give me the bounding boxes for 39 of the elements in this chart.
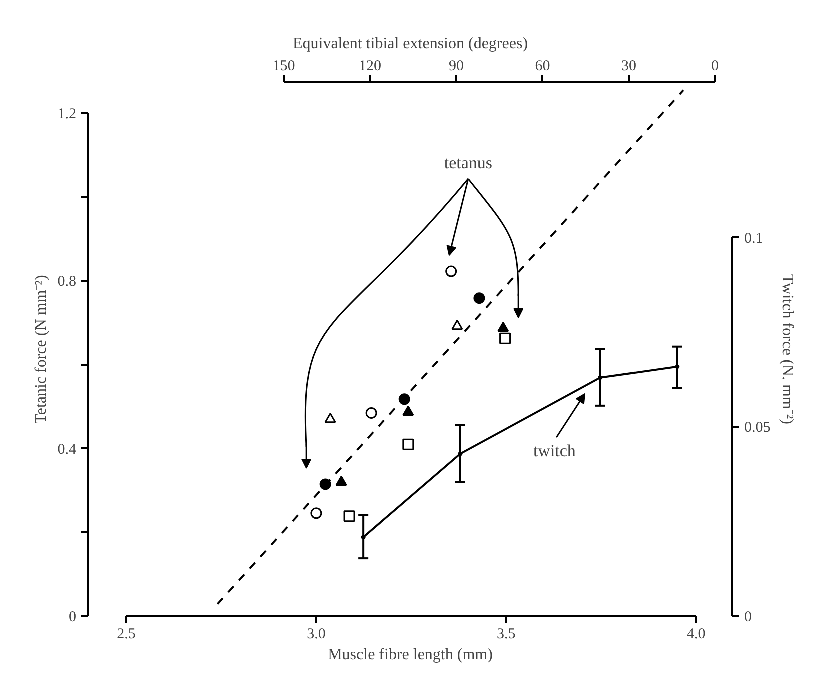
point [336,476,348,486]
x2-tick-label: 90 [449,58,464,74]
x-axis-title: Muscle fibre length (mm) [328,646,493,664]
point [498,322,510,332]
point [361,535,366,540]
point [402,438,414,450]
y-tick-label: 1.2 [58,106,76,123]
x2-axis-title: Equivalent tibial extension (degrees) [292,36,528,52]
point [324,412,336,424]
point [675,364,680,370]
point [458,452,463,456]
x2-tick-label: 150 [272,58,296,74]
point [344,510,356,522]
x-tick-label: 2.5 [117,626,136,642]
point [452,320,464,330]
point [474,292,486,304]
annotation: tetanus [444,154,493,173]
y-axis-title: Tetanic force (N mm⁻²) [32,275,50,424]
y-tick-label: 0.4 [58,442,77,458]
y2-tick-label: 0.1 [744,230,764,247]
x2-tick-label: 120 [359,58,382,74]
y-tick-label: 0.8 [58,274,76,290]
y2-tick-label: 0 [744,610,752,626]
x-tick-label: 3.5 [497,626,516,642]
y-tick-label: 0 [69,610,76,626]
x2-tick-label: 0 [712,58,719,74]
x-tick-label: 4.0 [687,626,706,642]
point [402,406,414,416]
point [598,376,603,380]
point [446,266,458,278]
x-tick-label: 3.0 [307,626,326,642]
x2-tick-label: 60 [535,58,550,74]
x2-tick-label: 30 [622,58,636,74]
y2-axis-title: Twitch force (N. mm⁻²) [778,274,796,424]
annotation: twitch [533,442,576,461]
point [310,508,322,520]
point [366,407,378,419]
y2-tick-label: 0.05 [744,420,771,436]
point [500,332,512,344]
